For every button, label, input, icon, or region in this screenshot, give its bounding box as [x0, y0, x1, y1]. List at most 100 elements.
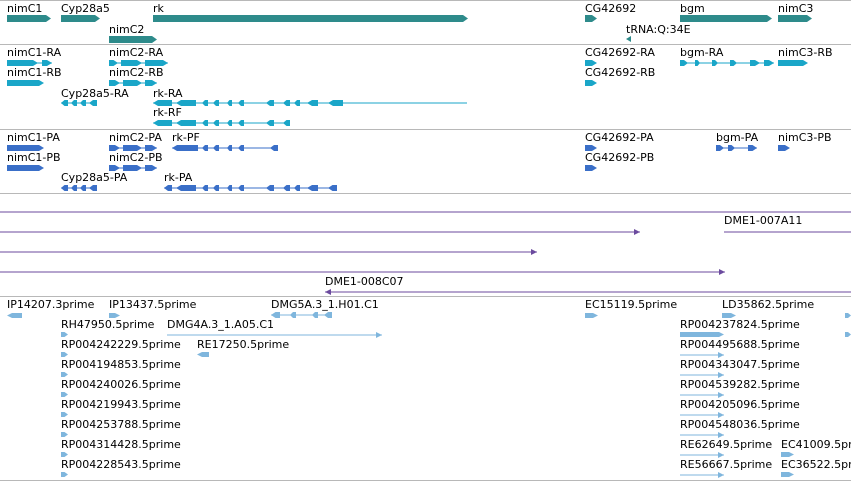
est-label[interactable]: RP004314428.5prime	[61, 438, 181, 451]
transcript-glyph-exon	[121, 60, 142, 66]
est-glyph	[61, 472, 68, 477]
gene-glyph	[153, 15, 468, 22]
est-label[interactable]: RP004343047.5prime	[680, 358, 800, 371]
protein-glyph	[585, 145, 597, 151]
est-label[interactable]: DMG5A.3_1.H01.C1	[271, 298, 379, 311]
est-glyph	[845, 332, 851, 337]
est-glyph-head	[718, 372, 724, 378]
protein-glyph-exon	[145, 165, 157, 171]
transcript-glyph-exon	[764, 60, 774, 66]
gene-label[interactable]: nimC3	[778, 2, 814, 15]
transcript-glyph-exon	[750, 60, 760, 66]
protein-glyph-exon	[202, 145, 208, 151]
protein-label[interactable]: nimC2-PB	[109, 151, 163, 164]
gene-label[interactable]: rk	[153, 2, 164, 15]
transcript-glyph-exon	[227, 120, 232, 126]
transcript-glyph-exon	[238, 100, 244, 106]
est-label[interactable]: LD35862.5prime	[722, 298, 815, 311]
est-label[interactable]: RP004228543.5prime	[61, 458, 181, 471]
est-glyph-head	[718, 412, 724, 418]
est-glyph	[61, 412, 68, 417]
est-label[interactable]: RP004219943.5prime	[61, 398, 181, 411]
gene-label[interactable]: nimC2	[109, 23, 145, 36]
protein-label[interactable]: Cyp28a5-PA	[61, 171, 128, 184]
transcript-label[interactable]: Cyp28a5-RA	[61, 87, 129, 100]
gene-label[interactable]: Cyp28a5	[61, 2, 110, 15]
protein-glyph-exon	[294, 185, 300, 191]
transcript-label[interactable]: CG42692-RA	[585, 46, 655, 59]
est-label[interactable]: DMG4A.3_1.A05.C1	[167, 318, 275, 331]
protein-label[interactable]: CG42692-PB	[585, 151, 655, 164]
est-label[interactable]: EC15119.5prime	[585, 298, 678, 311]
est-glyph	[61, 452, 68, 457]
track-separator	[0, 129, 851, 130]
est-label[interactable]: RE62649.5prime	[680, 438, 773, 451]
gene-label[interactable]: CG42692	[585, 2, 637, 15]
est-label[interactable]: RP004240026.5prime	[61, 378, 181, 391]
transcript-glyph-exon	[307, 100, 318, 106]
est-label[interactable]: RP004205096.5prime	[680, 398, 800, 411]
gene-label[interactable]: nimC1	[7, 2, 43, 15]
transcript-label[interactable]: rk-RA	[153, 87, 183, 100]
protein-glyph-exon	[270, 145, 278, 151]
protein-label[interactable]: nimC1-PA	[7, 131, 60, 144]
transcript-label[interactable]: nimC3-RB	[778, 46, 833, 59]
protein-label[interactable]: bgm-PA	[716, 131, 759, 144]
est-label[interactable]: EC41009.5prime	[781, 438, 851, 451]
gene-glyph	[680, 15, 772, 22]
transcript-label[interactable]: nimC2-RA	[109, 46, 164, 59]
protein-glyph	[585, 165, 597, 171]
protein-glyph-exon	[227, 145, 232, 151]
est-label[interactable]: RP004242229.5prime	[61, 338, 181, 351]
protein-glyph-exon	[283, 185, 290, 191]
protein-glyph	[778, 145, 790, 151]
transcript-glyph-exon	[176, 120, 196, 126]
track-separator	[0, 193, 851, 194]
est-glyph	[109, 313, 120, 318]
est-label[interactable]: IP14207.3prime	[7, 298, 95, 311]
est-label[interactable]: EC36522.5prime	[781, 458, 851, 471]
protein-glyph-exon	[202, 185, 208, 191]
est-label[interactable]: RP004194853.5prime	[61, 358, 181, 371]
protein-label[interactable]: rk-PF	[172, 131, 200, 144]
transcript-glyph-exon	[294, 100, 300, 106]
transcript-glyph-exon	[680, 60, 688, 66]
protein-label[interactable]: nimC1-PB	[7, 151, 61, 164]
est-glyph	[781, 472, 794, 477]
est-label[interactable]: RH47950.5prime	[61, 318, 155, 331]
est-label[interactable]: RP004539282.5prime	[680, 378, 800, 391]
transcript-label[interactable]: CG42692-RB	[585, 66, 656, 79]
gene-label[interactable]: tRNA:Q:34E	[626, 23, 691, 36]
transcript-glyph-exon	[176, 100, 196, 106]
est-glyph	[585, 313, 598, 318]
protein-label[interactable]: rk-PA	[164, 171, 193, 184]
transcript-glyph-exon	[712, 60, 718, 66]
clone-label[interactable]: DME1-007A11	[724, 214, 803, 227]
est-label[interactable]: RP004237824.5prime	[680, 318, 800, 331]
protein-label[interactable]: CG42692-PA	[585, 131, 654, 144]
protein-label[interactable]: nimC2-PA	[109, 131, 162, 144]
est-label[interactable]: RE56667.5prime	[680, 458, 773, 471]
transcript-label[interactable]: nimC2-RB	[109, 66, 164, 79]
est-glyph-head	[718, 432, 724, 438]
est-glyph	[845, 313, 851, 318]
protein-label[interactable]: nimC3-PB	[778, 131, 832, 144]
est-glyph	[7, 313, 22, 318]
clone-label[interactable]: DME1-008C07	[325, 275, 404, 288]
protein-glyph-exon	[164, 185, 172, 191]
transcript-label[interactable]: bgm-RA	[680, 46, 724, 59]
est-label[interactable]: RE17250.5prime	[197, 338, 290, 351]
est-glyph-head	[718, 472, 724, 478]
transcript-label[interactable]: rk-RF	[153, 106, 182, 119]
transcript-glyph-exon	[153, 120, 172, 126]
gene-label[interactable]: bgm	[680, 2, 705, 15]
protein-glyph-exon	[145, 145, 157, 151]
est-label[interactable]: RP004253788.5prime	[61, 418, 181, 431]
est-label[interactable]: RP004495688.5prime	[680, 338, 800, 351]
transcript-label[interactable]: nimC1-RB	[7, 66, 62, 79]
est-glyph	[680, 332, 724, 337]
transcript-label[interactable]: nimC1-RA	[7, 46, 62, 59]
est-label[interactable]: IP13437.5prime	[109, 298, 197, 311]
est-label[interactable]: RP004548036.5prime	[680, 418, 800, 431]
